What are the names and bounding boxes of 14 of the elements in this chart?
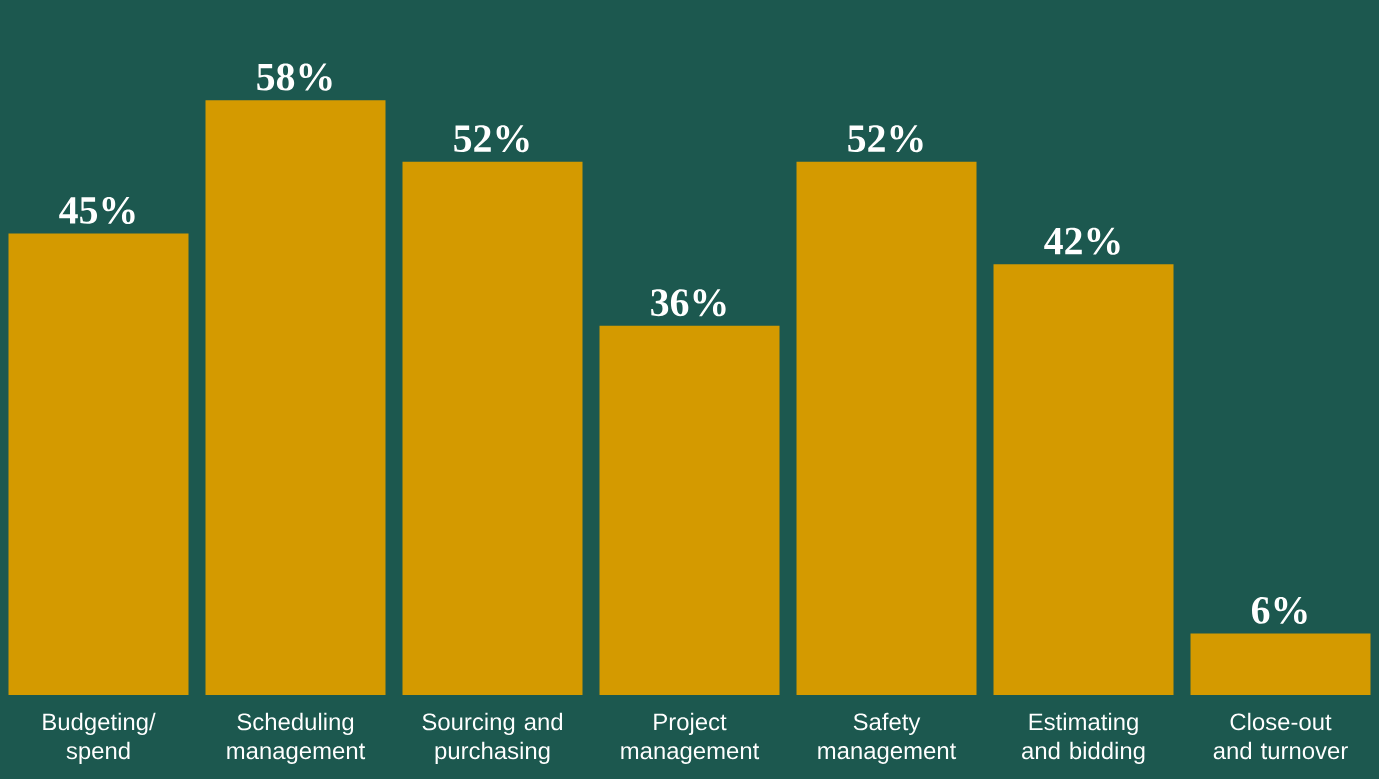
data-label: 6% xyxy=(1251,596,1307,624)
data-label: 36% xyxy=(651,289,726,317)
x-tick-label: Project management xyxy=(621,712,760,764)
x-tick-label: Scheduling management xyxy=(227,712,366,764)
data-label: 52% xyxy=(454,125,529,153)
x-tick-label: Estimating and bidding xyxy=(1022,712,1145,764)
data-label: 42% xyxy=(1044,227,1120,255)
data-label: 58% xyxy=(257,63,332,91)
x-tick-label: Close-out and turnover xyxy=(1213,712,1348,760)
x-tick-label: Safety management xyxy=(818,712,957,764)
data-label: 45% xyxy=(59,196,135,224)
x-tick-label: Sourcing and purchasing xyxy=(422,712,563,764)
x-tick-label: Budgeting/ spend xyxy=(43,712,156,764)
data-label: 52% xyxy=(848,125,923,153)
